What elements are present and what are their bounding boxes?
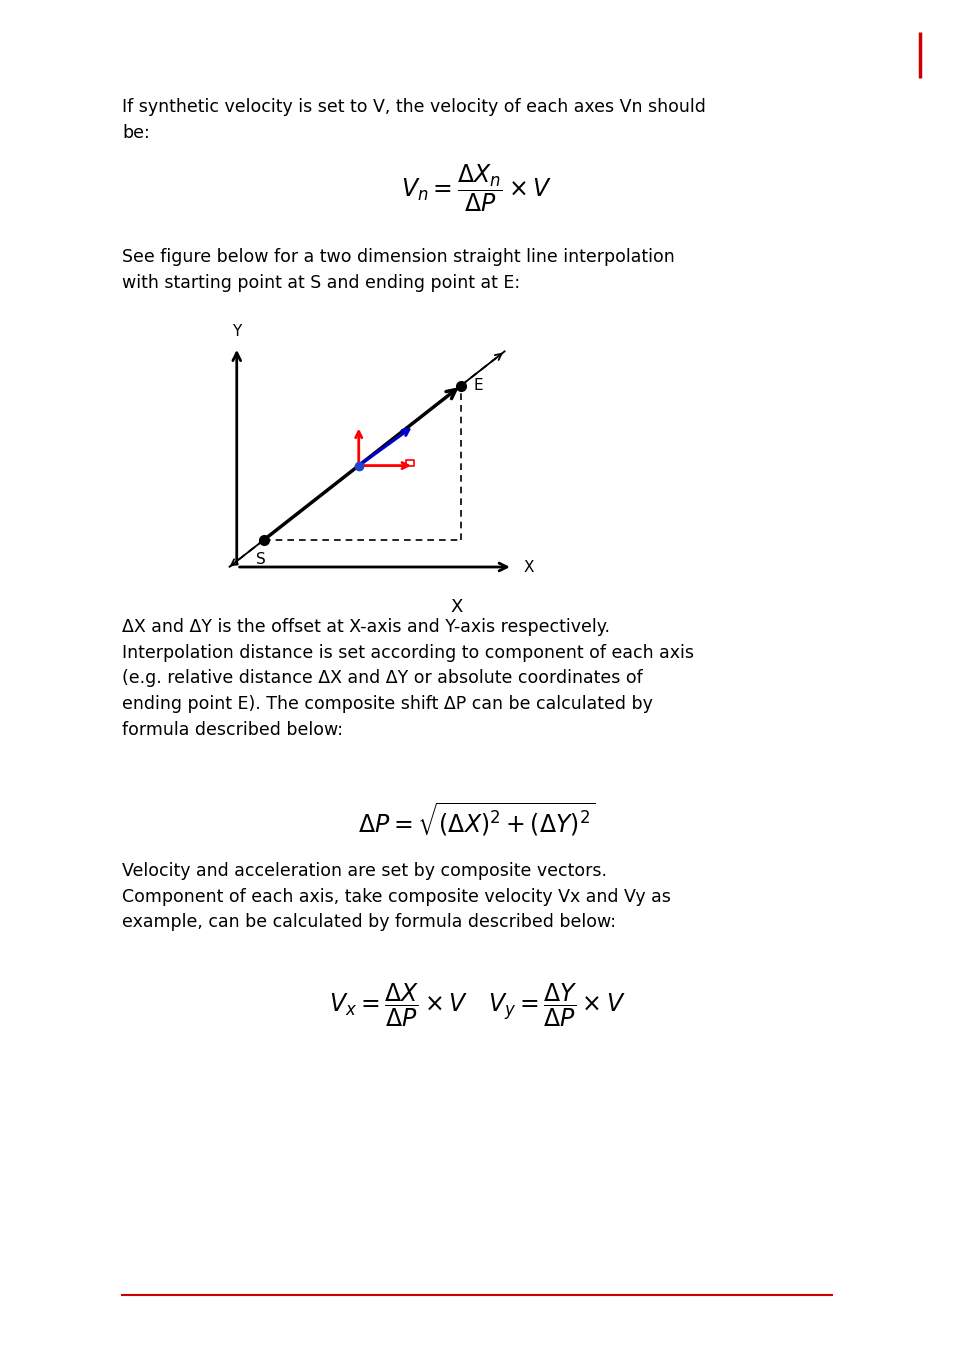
Text: If synthetic velocity is set to V, the velocity of each axes Vn should
be:: If synthetic velocity is set to V, the v… (122, 97, 705, 142)
Text: X: X (522, 560, 533, 575)
Text: E: E (473, 379, 482, 393)
Text: $V_{x} = \dfrac{\Delta X}{\Delta P} \times V \quad V_{y} = \dfrac{\Delta Y}{\Del: $V_{x} = \dfrac{\Delta X}{\Delta P} \tim… (328, 982, 625, 1029)
Text: S: S (255, 552, 266, 566)
Text: $\Delta P = \sqrt{(\Delta X)^{2} + (\Delta Y)^{2}}$: $\Delta P = \sqrt{(\Delta X)^{2} + (\Del… (358, 800, 595, 840)
Text: X: X (451, 598, 463, 617)
Text: $V_{n} = \dfrac{\Delta X_{n}}{\Delta P} \times V$: $V_{n} = \dfrac{\Delta X_{n}}{\Delta P} … (401, 162, 552, 214)
Text: Velocity and acceleration are set by composite vectors.
Component of each axis, : Velocity and acceleration are set by com… (122, 863, 670, 932)
Text: See figure below for a two dimension straight line interpolation
with starting p: See figure below for a two dimension str… (122, 247, 674, 292)
Text: ΔX and ΔY is the offset at X-axis and Y-axis respectively.
Interpolation distanc: ΔX and ΔY is the offset at X-axis and Y-… (122, 618, 693, 738)
Text: Y: Y (232, 323, 241, 339)
